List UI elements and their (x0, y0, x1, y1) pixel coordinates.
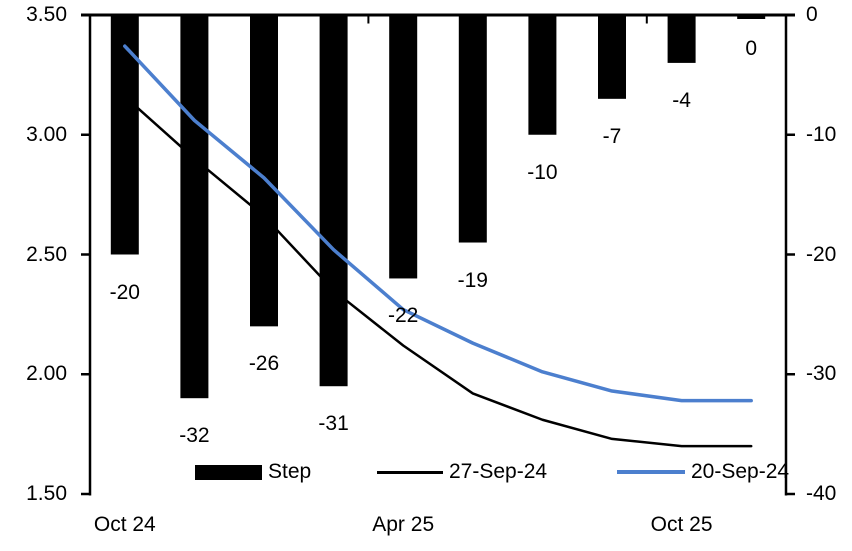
bar-step (319, 15, 348, 387)
legend-line-swatch-blue (617, 470, 685, 474)
legend-item-20-sep-24: 20-Sep-24 (617, 459, 789, 485)
legend-label-27-sep-24: 27-Sep-24 (449, 460, 548, 483)
line-20-sep-24 (123, 44, 753, 403)
bar-step (598, 15, 626, 99)
line-27-sep-24 (123, 95, 753, 448)
legend-label-20-sep-24: 20-Sep-24 (691, 460, 790, 483)
bar-step (528, 15, 557, 135)
legend-item-step: Step (195, 459, 311, 485)
bar-step (389, 15, 418, 279)
bar-step (180, 15, 209, 399)
legend-bar-swatch (195, 464, 262, 480)
legend-label-step: Step (268, 460, 312, 483)
legend-line-swatch-black (377, 470, 443, 474)
legend-item-27-sep-24: 27-Sep-24 (377, 459, 547, 485)
bar-step (458, 15, 487, 243)
bar-step (737, 15, 766, 19)
bar-step (667, 15, 696, 63)
